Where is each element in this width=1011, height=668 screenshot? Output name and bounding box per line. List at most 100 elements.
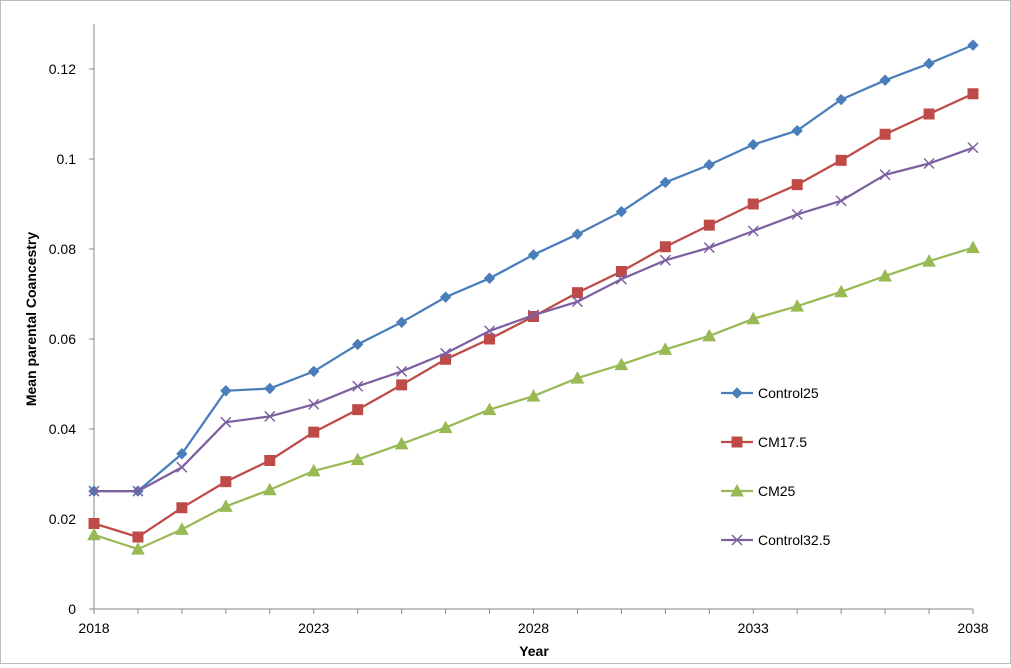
data-point	[791, 124, 803, 137]
data-point	[615, 205, 628, 218]
data-point	[394, 436, 409, 450]
data-point	[703, 242, 715, 254]
series-layer	[87, 39, 980, 555]
data-point	[396, 379, 408, 391]
data-point	[731, 436, 743, 448]
data-point	[879, 169, 891, 181]
data-point	[923, 157, 935, 170]
data-point	[571, 296, 583, 308]
y-axis-label: Mean parental Coancestry	[23, 232, 39, 406]
data-point	[835, 195, 847, 207]
legend-label: Control32.5	[758, 532, 831, 548]
y-tick-label: 0.06	[49, 331, 76, 347]
y-tick-label: 0	[68, 601, 76, 617]
data-point	[923, 108, 935, 120]
data-point	[396, 365, 408, 377]
data-point	[747, 198, 759, 210]
data-point	[350, 452, 365, 466]
data-point	[88, 518, 100, 529]
data-point	[879, 74, 891, 86]
data-point	[659, 176, 672, 189]
data-point	[306, 463, 321, 477]
legend: Control25 CM17.5 CM25 Control32.5	[721, 385, 831, 548]
data-point	[439, 291, 452, 303]
data-point	[702, 328, 717, 342]
x-tick-label: 2023	[298, 620, 329, 636]
x-tick-label: 2018	[78, 620, 109, 636]
data-point	[262, 482, 277, 496]
data-point	[219, 499, 233, 512]
legend-item: Control25	[721, 385, 819, 401]
data-point	[658, 342, 673, 355]
data-point	[571, 287, 583, 299]
y-tick-label: 0.08	[49, 241, 76, 257]
legend-item: CM25	[721, 483, 796, 499]
data-point	[790, 299, 805, 312]
data-point	[835, 93, 847, 106]
data-point	[967, 142, 979, 154]
x-tick-label: 2038	[957, 620, 988, 636]
data-point	[395, 316, 408, 329]
data-point	[659, 241, 671, 253]
y-ticks: 0 0.02 0.04 0.06 0.08 0.1 0.12	[49, 61, 94, 617]
data-point	[966, 240, 980, 254]
data-point	[922, 254, 936, 267]
data-point	[352, 404, 364, 416]
data-point	[967, 39, 979, 51]
x-tick-label: 2033	[738, 620, 769, 636]
data-point	[484, 333, 496, 345]
data-point	[614, 357, 629, 371]
y-tick-label: 0.02	[49, 511, 76, 527]
data-point	[791, 208, 803, 220]
legend-label: CM25	[758, 483, 796, 499]
y-tick-label: 0.04	[49, 421, 76, 437]
data-point	[746, 311, 761, 325]
data-point	[438, 420, 453, 434]
data-point	[834, 284, 848, 298]
data-point	[88, 485, 100, 497]
data-point	[615, 273, 627, 285]
legend-item: Control32.5	[721, 532, 831, 548]
legend-item: CM17.5	[721, 434, 807, 450]
legend-label: CM17.5	[758, 434, 807, 450]
data-point	[352, 380, 364, 392]
data-point	[703, 159, 716, 171]
data-point	[967, 88, 979, 100]
data-point	[220, 476, 232, 488]
data-point	[527, 249, 540, 261]
data-point	[176, 502, 188, 514]
data-point	[923, 57, 935, 70]
data-point	[791, 179, 803, 191]
data-point	[659, 254, 671, 266]
data-point	[308, 426, 320, 438]
data-point	[484, 325, 496, 337]
x-axis-label: Year	[519, 643, 549, 659]
data-point	[703, 219, 715, 231]
data-point	[87, 527, 101, 541]
data-point	[176, 448, 188, 460]
data-point	[747, 225, 759, 237]
data-point	[526, 389, 541, 402]
data-point	[176, 461, 188, 473]
series-control25	[88, 39, 979, 497]
data-point	[483, 272, 496, 284]
data-point	[878, 268, 892, 282]
data-point	[175, 522, 189, 535]
data-point	[835, 154, 847, 166]
data-point	[615, 266, 627, 277]
data-point	[264, 382, 276, 395]
data-point	[440, 347, 452, 359]
data-point	[264, 410, 276, 422]
data-point	[264, 455, 276, 466]
data-point	[571, 228, 584, 240]
data-point	[308, 365, 320, 378]
data-point	[730, 483, 744, 497]
data-point	[482, 402, 497, 416]
legend-label: Control25	[758, 385, 819, 401]
data-point	[351, 338, 364, 351]
data-point	[879, 128, 891, 140]
data-point	[220, 385, 232, 397]
series-cm25	[87, 240, 980, 555]
data-point	[527, 309, 540, 321]
